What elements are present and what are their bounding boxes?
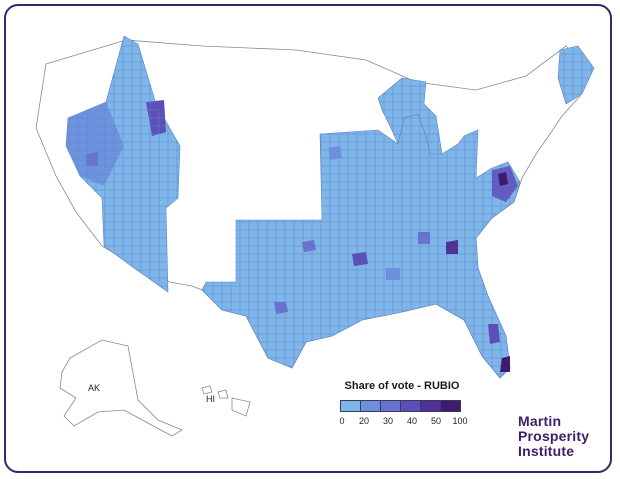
logo-line-1: Martin [518, 413, 562, 429]
legend-swatch [340, 400, 361, 412]
alaska-label: AK [88, 383, 101, 393]
logo-line-3: Institute [518, 443, 575, 459]
legend-tick-label: 100 [452, 416, 468, 426]
legend-swatch [440, 400, 461, 412]
legend-swatches [340, 400, 461, 412]
legend-swatch [360, 400, 381, 412]
legend-tick-label: 50 [430, 416, 442, 426]
us-county-choropleth-map [35, 35, 595, 437]
west-region [65, 35, 181, 293]
legend-tick-label: 20 [358, 416, 370, 426]
legend: Share of vote - RUBIO 0 20 30 40 50 100 [332, 380, 472, 426]
legend-tick-label: 30 [382, 416, 394, 426]
logo-line-2: Prosperity [518, 428, 590, 444]
legend-tick-label: 0 [339, 416, 345, 426]
legend-swatch [380, 400, 401, 412]
legend-swatch [400, 400, 421, 412]
legend-swatch [420, 400, 441, 412]
hawaii-shape [201, 385, 251, 417]
hawaii-label: HI [206, 394, 215, 404]
legend-title: Share of vote - RUBIO [344, 380, 460, 392]
legend-ticks: 0 20 30 40 50 100 [332, 416, 472, 428]
alaska-shape [59, 339, 183, 437]
legend-tick-label: 40 [406, 416, 418, 426]
central-south-region [201, 45, 595, 379]
map-frame: AK HI Share of vote - RUBIO 0 20 30 40 50 100… [4, 4, 612, 473]
martin-prosperity-institute-logo: Martin Prosperity Institute [518, 414, 589, 459]
